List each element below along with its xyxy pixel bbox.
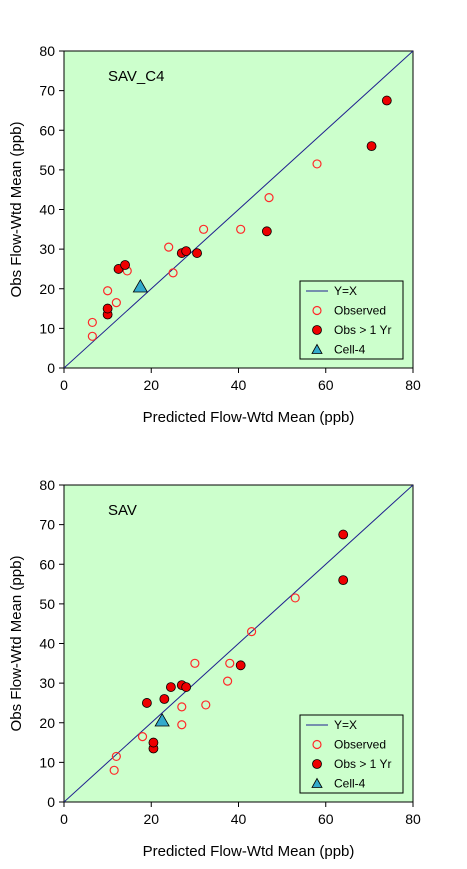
y-tick-label: 20	[39, 281, 55, 297]
cell4-point	[132, 278, 149, 293]
y-tick-label: 20	[39, 715, 55, 731]
y-tick-label: 80	[39, 477, 55, 493]
obs-gt-1yr-point	[120, 260, 130, 270]
observed-point	[177, 702, 187, 712]
obs-gt-1yr-point	[181, 246, 192, 257]
y-tick-label: 70	[39, 517, 55, 533]
y-tick-label: 40	[39, 636, 55, 652]
observed-point	[190, 658, 200, 668]
legend-label: Observed	[334, 738, 386, 752]
legend-label: Obs > 1 Yr	[334, 757, 391, 771]
x-tick-label: 40	[231, 811, 247, 827]
obs-gt-1yr-point	[165, 682, 176, 692]
observed-point	[264, 193, 274, 203]
observed-point	[225, 658, 235, 668]
legend: Y=X Observed Obs > 1 Yr Cell-4	[299, 714, 404, 794]
legend-obs-gt-1yr-symbol	[312, 325, 322, 335]
obs-gt-1yr-point	[338, 575, 349, 585]
x-tick-label: 20	[143, 811, 159, 827]
legend-observed-symbol	[312, 305, 322, 316]
y-tick-label: 60	[39, 122, 55, 138]
legend-label: Observed	[334, 304, 386, 318]
obs-gt-1yr-point	[102, 303, 113, 314]
obs-gt-1yr-point	[338, 529, 349, 540]
panel-label: SAV	[108, 502, 137, 519]
y-tick-label: 30	[39, 675, 55, 691]
y-axis-label: Obs Flow-Wtd Mean (ppb)	[8, 556, 25, 732]
obs-gt-1yr-point	[192, 248, 202, 258]
obs-gt-1yr-point	[235, 660, 246, 671]
obs-gt-1yr-point	[181, 682, 192, 692]
y-tick-label: 10	[39, 754, 55, 770]
x-tick-label: 80	[405, 811, 421, 827]
x-tick-label: 80	[405, 377, 421, 393]
panel-label: SAV_C4	[108, 68, 164, 85]
y-tick-label: 70	[39, 83, 55, 99]
observed-point	[201, 700, 211, 710]
observed-point	[199, 224, 209, 234]
observed-point	[87, 331, 97, 341]
legend-cell4-symbol	[311, 777, 323, 788]
obs-gt-1yr-point	[381, 95, 392, 106]
data-layer	[64, 51, 413, 368]
y-axis-label: Obs Flow-Wtd Mean (ppb)	[8, 122, 25, 298]
x-tick-label: 0	[60, 811, 68, 827]
legend-cell4-symbol	[311, 343, 323, 354]
y-tick-label: 40	[39, 202, 55, 218]
y-tick-label: 30	[39, 241, 55, 257]
chart-panel-1: 0 20 40 60 80 0 10 20 30 40 50 60 70 80 Predicted Flow…	[8, 43, 421, 426]
data-layer	[64, 485, 413, 802]
y-equals-x-line	[64, 485, 413, 802]
observed-point	[222, 676, 233, 686]
observed-point	[290, 593, 300, 603]
observed-point	[87, 317, 97, 328]
obs-gt-1yr-point	[148, 737, 159, 748]
legend-label: Y=X	[334, 718, 357, 732]
observed-point	[109, 765, 119, 775]
y-tick-label: 80	[39, 43, 55, 59]
x-axis-label: Predicted Flow-Wtd Mean (ppb)	[143, 843, 355, 860]
observed-point	[111, 298, 121, 308]
legend-obs-gt-1yr-symbol	[312, 759, 322, 769]
observed-point	[177, 720, 187, 730]
x-tick-label: 0	[60, 377, 68, 393]
y-equals-x-line	[64, 51, 413, 368]
obs-gt-1yr-point	[159, 694, 170, 704]
legend-label: Obs > 1 Yr	[334, 323, 391, 337]
legend-label: Y=X	[334, 284, 357, 298]
x-tick-label: 40	[231, 377, 247, 393]
x-tick-label: 60	[318, 811, 334, 827]
y-tick-label: 0	[47, 794, 55, 810]
observed-point	[168, 268, 178, 278]
observed-point	[103, 286, 113, 296]
obs-gt-1yr-point	[261, 226, 272, 237]
y-tick-label: 50	[39, 596, 55, 612]
y-tick-label: 50	[39, 162, 55, 178]
observed-point	[137, 732, 148, 742]
y-tick-label: 10	[39, 320, 55, 336]
chart-panel-2: 0 20 40 60 80 0 10 20 30 40 50 60 70 80 Predicted Flow…	[8, 477, 421, 860]
observed-point	[164, 242, 174, 252]
x-tick-label: 60	[318, 377, 334, 393]
x-tick-label: 20	[143, 377, 159, 393]
legend-label: Cell-4	[334, 777, 366, 791]
obs-gt-1yr-point	[141, 698, 152, 708]
observed-point	[236, 224, 246, 234]
observed-point	[312, 159, 322, 169]
obs-gt-1yr-point	[366, 141, 377, 152]
cell4-point	[154, 712, 170, 727]
observed-point	[246, 627, 257, 637]
y-tick-label: 60	[39, 556, 55, 572]
observed-point	[111, 751, 121, 762]
legend: Y=X Observed Obs > 1 Yr Cell-4	[299, 280, 404, 360]
legend-observed-symbol	[312, 739, 322, 750]
y-tick-label: 0	[47, 360, 55, 376]
x-axis-label: Predicted Flow-Wtd Mean (ppb)	[143, 409, 355, 426]
legend-label: Cell-4	[334, 343, 366, 357]
